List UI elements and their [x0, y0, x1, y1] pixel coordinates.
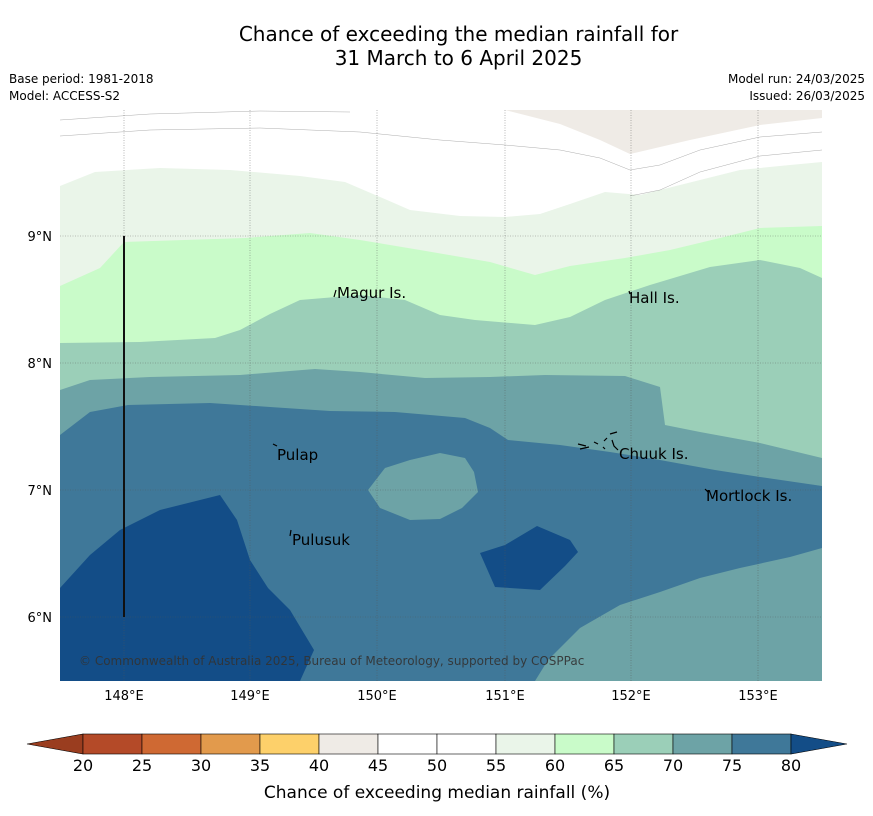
colorbar-tick-55: 55: [486, 756, 506, 775]
title-line-1: Chance of exceeding the median rainfall …: [238, 22, 679, 46]
copyright-notice: © Commonwealth of Australia 2025, Bureau…: [79, 654, 584, 668]
place-label-chuuk: Chuuk Is.: [619, 445, 688, 463]
colorbar-bin-4: [318, 733, 379, 755]
title-line-2: 31 March to 6 April 2025: [334, 46, 583, 70]
map-title: Chance of exceeding the median rainfall …: [0, 22, 873, 70]
colorbar: 20 25 30 35 40 45 50 55 60 65 70 75 80 Chance of exc…: [26, 733, 848, 803]
colorbar-bin-6: [436, 733, 497, 755]
colorbar-tick-45: 45: [368, 756, 388, 775]
colorbar-bin-10: [672, 733, 733, 755]
colorbar-bin-1: [141, 733, 202, 755]
lat-tick-9n: 9°N: [28, 230, 53, 245]
lat-tick-7n: 7°N: [28, 484, 53, 499]
colorbar-title: Chance of exceeding median rainfall (%): [264, 783, 610, 803]
contour-70-island: [368, 453, 478, 520]
colorbar-tick-20: 20: [73, 756, 93, 775]
island-outlines: [272, 289, 709, 537]
colorbar-tick-25: 25: [132, 756, 152, 775]
colorbar-bin-2: [200, 733, 261, 755]
map-area: Magur Is. Hall Is. Pulap Chuuk Is. Mortl…: [60, 110, 822, 681]
colorbar-bin-8: [554, 733, 615, 755]
colorbar-tick-50: 50: [427, 756, 447, 775]
colorbar-bin-5: [377, 733, 438, 755]
issued-date: Issued: 26/03/2025: [749, 89, 865, 103]
colorbar-bin-0: [82, 733, 143, 755]
contour-65-right: [805, 399, 822, 432]
colorbar-tick-65: 65: [604, 756, 624, 775]
colorbar-bin-9: [613, 733, 674, 755]
model-run: Model run: 24/03/2025: [727, 72, 865, 86]
lat-tick-8n: 8°N: [28, 357, 53, 372]
lon-tick-148e: 148°E: [104, 689, 144, 704]
colorbar-tick-80: 80: [781, 756, 801, 775]
lon-tick-152e: 152°E: [611, 689, 651, 704]
lon-tick-labels: 148°E 149°E 150°E 151°E 152°E 153°E: [104, 689, 778, 704]
contour-45: [505, 110, 822, 154]
place-label-mortlock: Mortlock Is.: [706, 487, 792, 505]
place-label-magur: Magur Is.: [337, 284, 406, 302]
lon-tick-150e: 150°E: [357, 689, 397, 704]
contour-lines: [60, 110, 822, 197]
colorbar-tick-labels: 20 25 30 35 40 45 50 55 60 65 70 75 80: [73, 756, 801, 775]
base-period: Base period: 1981-2018: [9, 72, 154, 86]
lon-tick-151e: 151°E: [485, 689, 525, 704]
colorbar-bin-3: [259, 733, 320, 755]
place-label-pulusuk: Pulusuk: [292, 531, 350, 549]
lon-tick-149e: 149°E: [230, 689, 270, 704]
meta-right: Model run: 24/03/2025 Issued: 26/03/2025: [728, 71, 865, 105]
colorbar-under-arrow: [26, 733, 84, 755]
place-label-hall: Hall Is.: [629, 289, 680, 307]
colorbar-bin-11: [731, 733, 792, 755]
colorbar-tick-30: 30: [191, 756, 211, 775]
lon-tick-153e: 153°E: [738, 689, 778, 704]
lat-tick-6n: 6°N: [28, 611, 53, 626]
model-name: Model: ACCESS-S2: [9, 89, 121, 103]
contour-80-east: [480, 526, 578, 590]
colorbar-tick-70: 70: [663, 756, 683, 775]
colorbar-bins: [82, 733, 792, 755]
colorbar-tick-60: 60: [545, 756, 565, 775]
colorbar-tick-35: 35: [250, 756, 270, 775]
meta-left: Base period: 1981-2018 Model: ACCESS-S2: [9, 71, 154, 105]
place-label-pulap: Pulap: [277, 446, 318, 464]
graticule: [60, 110, 822, 681]
place-labels: Magur Is. Hall Is. Pulap Chuuk Is. Mortl…: [277, 284, 792, 549]
colorbar-tick-75: 75: [722, 756, 742, 775]
colorbar-tick-40: 40: [309, 756, 329, 775]
colorbar-over-arrow: [790, 733, 848, 755]
lat-tick-labels: 9°N 8°N 7°N 6°N: [28, 230, 53, 626]
colorbar-bin-7: [495, 733, 556, 755]
